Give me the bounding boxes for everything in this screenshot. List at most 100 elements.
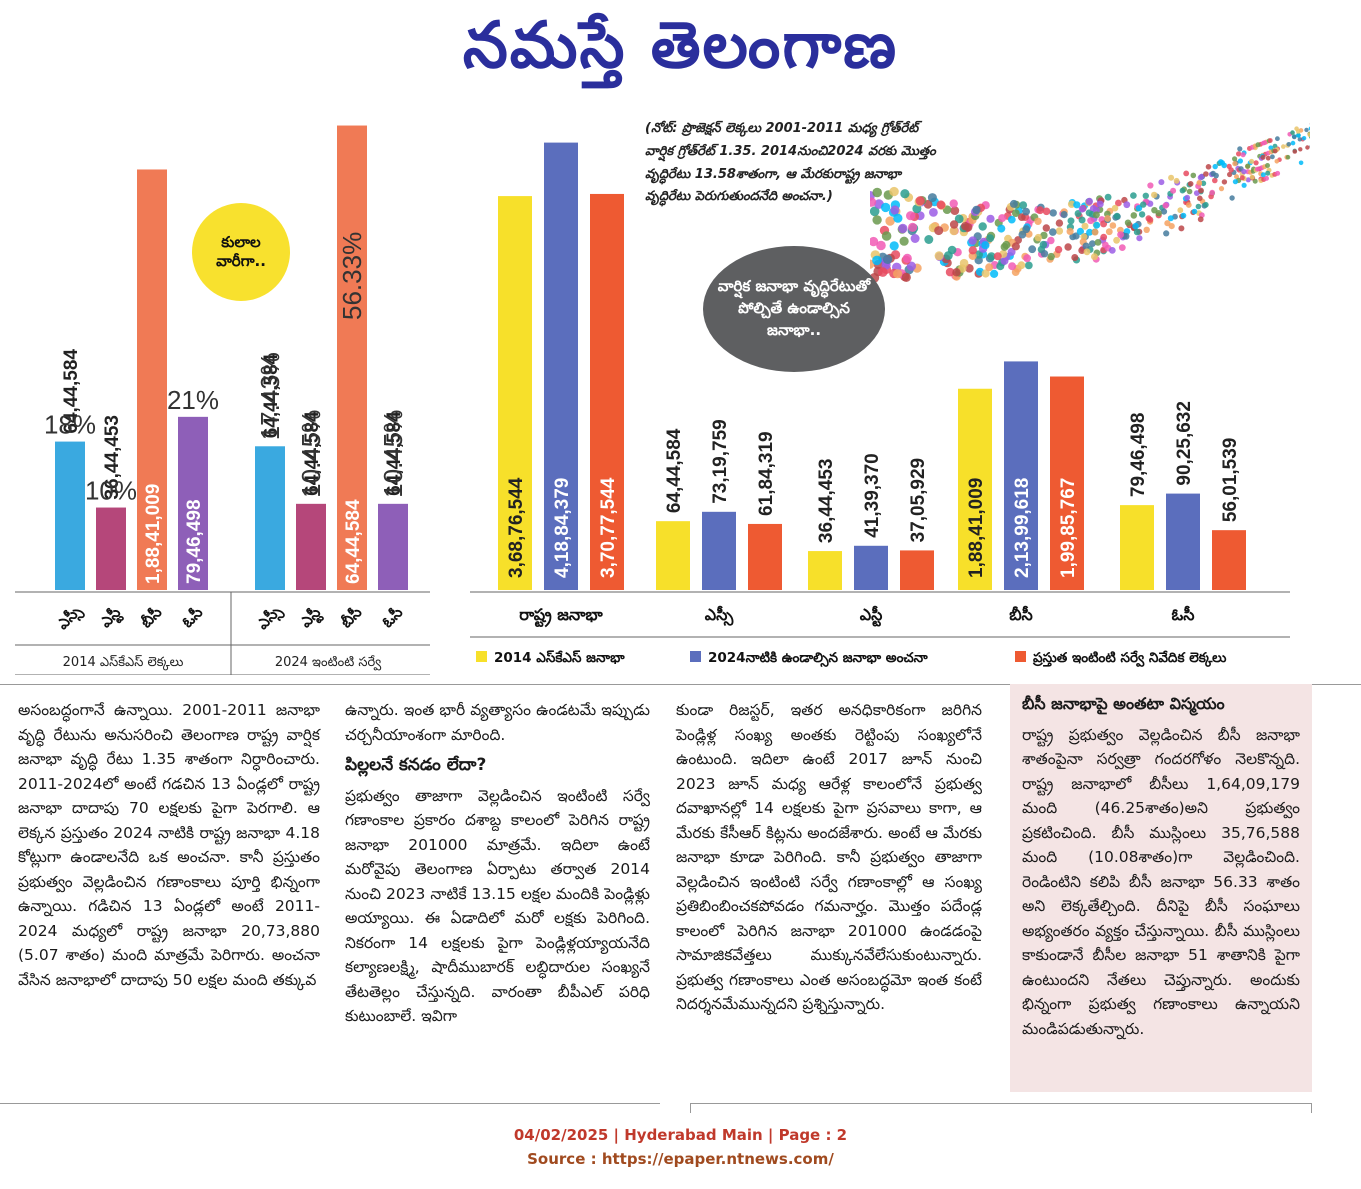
left-category-label: ఓసీ [378, 603, 406, 631]
crowd-person [1191, 208, 1198, 215]
crowd-person [1265, 163, 1270, 168]
left-bar-percent: 21% [167, 385, 219, 415]
crowd-person [1179, 187, 1186, 194]
left-bar [337, 125, 367, 590]
crowd-person [898, 223, 908, 234]
crowd-person [1034, 233, 1042, 242]
crowd-person [1147, 216, 1154, 223]
crowd-person [1274, 159, 1280, 164]
crowd-person [1296, 133, 1301, 138]
crowd-person [997, 224, 1006, 233]
crowd-person [1104, 193, 1112, 201]
crowd-person [1113, 212, 1121, 220]
crowd-person [1089, 240, 1096, 247]
crowd-person [1275, 170, 1281, 176]
crowd-person [1245, 177, 1251, 183]
crowd-person [952, 268, 961, 277]
right-bar-value: 3,70,77,544 [598, 477, 619, 578]
box-text: రాష్ట్ర ప్రభుత్వం వెల్లడించిన బీసీ జనాభా… [1022, 725, 1300, 1038]
crowd-person [1143, 226, 1150, 233]
crowd-person [1198, 173, 1205, 180]
population-comparison-chart: 3,68,76,544 4,18,84,379 3,70,77,544 రాష్ట్ర… [470, 142, 1290, 667]
crowd-person [1237, 146, 1243, 152]
left-category-label: బీసీ [137, 603, 166, 632]
right-bar [854, 545, 888, 590]
legend-label: 2014 ఎస్‌కేఎస్ జనాభా [494, 650, 625, 666]
crowd-person [1270, 154, 1275, 160]
crowd-person [1017, 261, 1026, 270]
crowd-person [1221, 179, 1228, 185]
crowd-person [987, 252, 996, 261]
left-category-label: ఎస్టీ [296, 603, 326, 633]
crowd-person [1260, 172, 1266, 178]
crowd-person [1049, 209, 1057, 217]
crowd-person [1307, 132, 1310, 137]
crowd-person [1308, 126, 1310, 131]
crowd-person [1018, 230, 1027, 239]
right-bar-value: 56,01,539 [1220, 438, 1241, 523]
crowd-person [1232, 156, 1238, 162]
left-bar-percent: 10% [85, 476, 137, 506]
crowd-person [1091, 228, 1099, 236]
crowd-person [1022, 207, 1030, 216]
crowd-person [1151, 207, 1158, 214]
crowd-person [949, 226, 959, 236]
crowd-person [876, 240, 886, 251]
left-bar-percent: 56.33% [337, 232, 367, 320]
crowd-person [1138, 211, 1146, 218]
crowd-person [893, 213, 903, 223]
crowd-person [1007, 215, 1016, 224]
grey-badge-text: వార్షిక జనాభా వృద్ధిరేటుతో పోల్చితే ఉండా… [717, 277, 871, 339]
crowd-person [1036, 206, 1044, 215]
crowd-person [1105, 228, 1113, 236]
crowd-person [1130, 192, 1137, 199]
crowd-person [1193, 190, 1200, 196]
crowd-person [1074, 210, 1082, 217]
crowd-person [885, 216, 895, 226]
crowd-person [1066, 227, 1074, 235]
right-bar [1166, 493, 1200, 590]
left-bar [296, 503, 326, 590]
crowd-person [1123, 201, 1131, 209]
right-category-label: బీసీ [1009, 605, 1033, 624]
left-bar-value: 64,44,584 [302, 411, 323, 496]
crowd-person [929, 208, 938, 217]
right-bar [1212, 530, 1246, 590]
crowd-person [1185, 202, 1192, 208]
right-category-label: ఓసీ [1172, 605, 1195, 624]
crowd-person [1265, 170, 1271, 176]
crowd-person [1309, 144, 1310, 148]
crowd-person [1164, 220, 1171, 227]
crowd-person [1092, 211, 1100, 219]
crowd-person [1111, 204, 1119, 212]
crowd-person [1305, 145, 1310, 150]
crowd-person [1272, 148, 1278, 154]
column-1-text: అసంబద్ధంగానే ఉన్నాయి. 2001-2011 జనాభా వృ… [18, 701, 320, 989]
legend-swatch [690, 651, 701, 662]
crowd-person [1078, 216, 1086, 224]
crowd-person [949, 220, 959, 229]
right-bar [1004, 361, 1038, 590]
crowd-person [954, 214, 964, 224]
right-bar-value: 73,19,759 [710, 419, 731, 504]
crowd-person [1298, 160, 1304, 166]
column-2-text-a: ఉన్నారు. ఇంత భారీ వ్యత్యాసం ఉండటమే ఇప్పు… [345, 701, 650, 744]
legend-swatch [476, 651, 487, 662]
left-bar-percent: 10.45% [296, 410, 326, 498]
crowd-person [908, 222, 918, 232]
right-category-label: ఎస్టీ [860, 605, 883, 627]
caste-wise-badge: కులాల వారీగా.. [192, 203, 290, 301]
crowd-person [1140, 201, 1147, 208]
crowd-person [1219, 160, 1225, 166]
crowd-person [1158, 179, 1165, 186]
crowd-person [1265, 155, 1271, 161]
crowd-person [1000, 256, 1009, 265]
crowd-person [1067, 217, 1075, 225]
crowd-person [1118, 244, 1126, 252]
crowd-person [1023, 254, 1031, 263]
crowd-person [1011, 242, 1020, 251]
footer-source-line: Source : https://epaper.ntnews.com/ [527, 1150, 834, 1168]
crowd-person [1178, 225, 1185, 232]
crowd-person [1040, 250, 1049, 258]
crowd-person [1212, 163, 1218, 170]
